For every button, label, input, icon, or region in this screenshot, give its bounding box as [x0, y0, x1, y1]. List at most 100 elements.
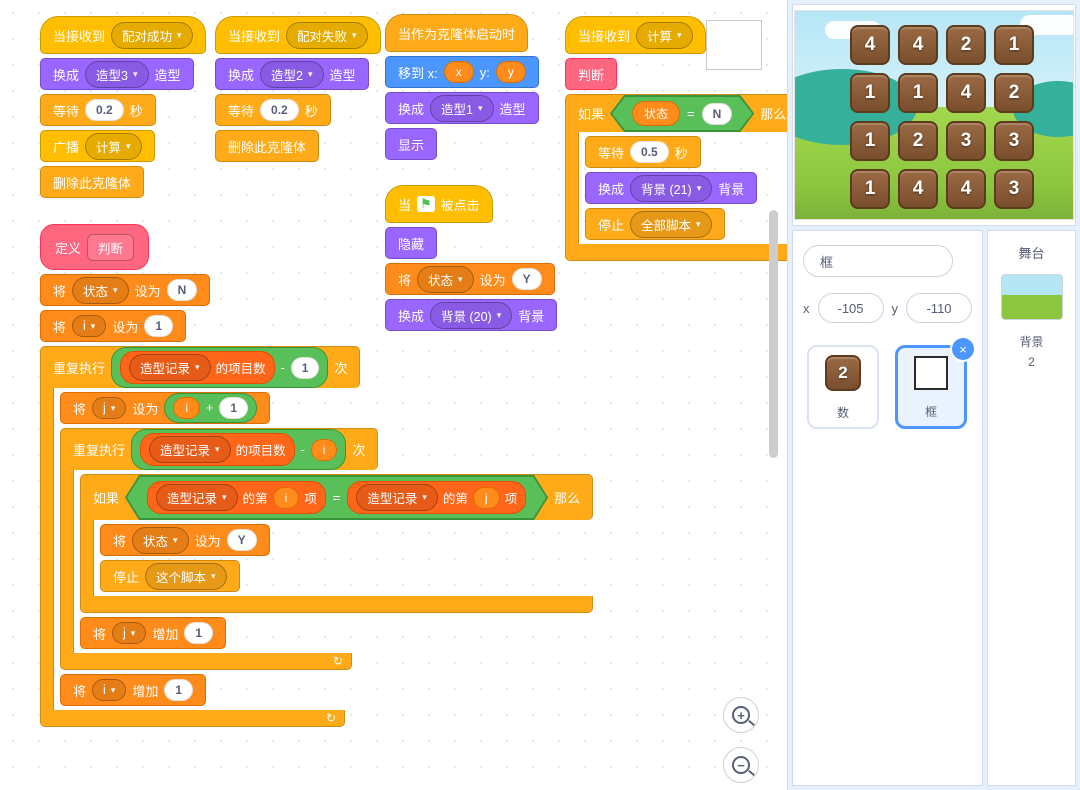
set-variable-block[interactable]: 将 i ▾ 设为 1 — [40, 310, 187, 342]
variable-dropdown[interactable]: 状态 ▾ — [72, 276, 129, 304]
code-workspace[interactable]: 当接收到 配对成功 ▾ 换成 造型3 ▾ 造型 等待 0.2 秒 广播 计算 ▾ 删除… — [0, 0, 788, 790]
number-input[interactable]: 0.2 — [260, 99, 299, 121]
number-input[interactable]: 1 — [219, 397, 249, 419]
list-item-reporter[interactable]: 造型记录 ▾ 的第 i 项 — [147, 481, 326, 514]
list-dropdown[interactable]: 造型记录 ▾ — [356, 484, 438, 511]
script-pair-fail[interactable]: 当接收到 配对失败 ▾ 换成 造型2 ▾ 造型 等待 0.2 秒 删除此克隆体 — [215, 16, 381, 162]
list-dropdown[interactable]: 造型记录 ▾ — [149, 436, 231, 463]
value-input[interactable]: Y — [226, 529, 257, 551]
if-header[interactable]: 如果 状态 = N 那么 — [565, 94, 787, 132]
workspace-scrollbar[interactable] — [769, 210, 778, 458]
variable-reporter[interactable]: j — [473, 487, 500, 509]
goto-xy-block[interactable]: 移到 x: x y: y — [385, 56, 539, 88]
message-dropdown[interactable]: 计算 ▾ — [636, 21, 693, 49]
list-dropdown[interactable]: 造型记录 ▾ — [129, 354, 211, 381]
number-input[interactable]: 1 — [164, 679, 194, 701]
wait-block[interactable]: 等待 0.2 秒 — [40, 94, 156, 126]
wait-block[interactable]: 等待 0.2 秒 — [215, 94, 331, 126]
number-input[interactable]: 0.5 — [630, 141, 669, 163]
stop-block[interactable]: 停止 全部脚本 ▾ — [585, 208, 725, 240]
subtract-operator[interactable]: 造型记录 ▾ 的项目数 - 1 — [111, 347, 329, 388]
wait-block[interactable]: 等待 0.5 秒 — [585, 136, 701, 168]
script-define-judge[interactable]: 定义 判断 将 状态 ▾ 设为 N 将 i ▾ 设为 1 重复执行 — [40, 224, 594, 727]
repeat-header[interactable]: 重复执行 造型记录 ▾ 的项目数 - 1 次 — [40, 346, 361, 388]
variable-dropdown[interactable]: j ▾ — [112, 622, 147, 644]
repeat-block-outer[interactable]: 重复执行 造型记录 ▾ 的项目数 - 1 次 将 — [40, 346, 594, 727]
backdrop-dropdown[interactable]: 背景 (20) ▾ — [430, 301, 513, 329]
script-calculate[interactable]: 当接收到 计算 ▾ 判断 如果 状态 = N 那么 — [565, 16, 787, 261]
when-receive-block[interactable]: 当接收到 配对成功 ▾ — [40, 16, 206, 54]
variable-dropdown[interactable]: j ▾ — [92, 397, 127, 419]
when-receive-block[interactable]: 当接收到 计算 ▾ — [565, 16, 706, 54]
broadcast-block[interactable]: 广播 计算 ▾ — [40, 130, 155, 162]
value-input[interactable]: N — [166, 279, 198, 301]
zoom-in-button[interactable]: + — [723, 697, 759, 733]
stop-dropdown[interactable]: 这个脚本 ▾ — [145, 562, 227, 590]
delete-clone-block[interactable]: 删除此克隆体 — [40, 166, 145, 198]
variable-reporter[interactable]: i — [273, 487, 300, 509]
if-block[interactable]: 如果 造型记录 ▾ 的第 i 项 — [80, 474, 594, 613]
value-input[interactable]: 1 — [144, 315, 174, 337]
variable-reporter[interactable]: i — [310, 438, 338, 461]
value-input[interactable]: Y — [511, 268, 542, 290]
backdrop-thumbnail[interactable] — [1000, 274, 1063, 320]
costume-dropdown[interactable]: 造型3 ▾ — [85, 60, 149, 88]
custom-block-call[interactable]: 判断 — [565, 58, 618, 90]
set-variable-block[interactable]: 将 状态 ▾ 设为 N — [40, 274, 211, 306]
switch-costume-block[interactable]: 换成 造型1 ▾ 造型 — [385, 92, 539, 124]
delete-sprite-button[interactable]: × — [952, 338, 974, 360]
sprite-y-input[interactable] — [906, 293, 972, 323]
delete-clone-block[interactable]: 删除此克隆体 — [215, 130, 320, 162]
value-input[interactable]: N — [702, 103, 733, 125]
variable-y-reporter[interactable]: y — [495, 61, 526, 83]
backdrop-dropdown[interactable]: 背景 (21) ▾ — [630, 174, 713, 202]
switch-costume-block[interactable]: 换成 造型3 ▾ 造型 — [40, 58, 194, 90]
costume-dropdown[interactable]: 造型1 ▾ — [430, 94, 494, 122]
script-pair-success[interactable]: 当接收到 配对成功 ▾ 换成 造型3 ▾ 造型 等待 0.2 秒 广播 计算 ▾ 删除… — [40, 16, 206, 198]
equals-condition[interactable]: 状态 = N — [610, 95, 754, 132]
message-dropdown[interactable]: 配对失败 ▾ — [286, 21, 368, 49]
message-dropdown[interactable]: 配对成功 ▾ — [111, 21, 193, 49]
change-variable-block[interactable]: 将 i ▾ 增加 1 — [60, 674, 207, 706]
when-receive-block[interactable]: 当接收到 配对失败 ▾ — [215, 16, 381, 54]
script-flag-clicked[interactable]: 当 ⚑ 被点击 隐藏 将 状态 ▾ 设为 Y 换成 背景 (20) ▾ 背景 — [385, 185, 558, 331]
when-clone-start-block[interactable]: 当作为克隆体启动时 — [385, 14, 529, 52]
switch-costume-block[interactable]: 换成 造型2 ▾ 造型 — [215, 58, 369, 90]
add-operator[interactable]: i + 1 — [164, 393, 258, 423]
sprite-card-number[interactable]: 2 数 — [807, 345, 879, 429]
stop-dropdown[interactable]: 全部脚本 ▾ — [630, 210, 712, 238]
variable-dropdown[interactable]: 状态 ▾ — [132, 526, 189, 554]
set-variable-block[interactable]: 将 j ▾ 设为 i + 1 — [60, 392, 271, 424]
stop-block[interactable]: 停止 这个脚本 ▾ — [100, 560, 240, 592]
number-input[interactable]: 1 — [184, 622, 214, 644]
repeat-block-inner[interactable]: 重复执行 造型记录 ▾ 的项目数 - i 次 — [60, 428, 594, 670]
variable-x-reporter[interactable]: x — [443, 61, 474, 83]
set-variable-block[interactable]: 将 状态 ▾ 设为 Y — [385, 263, 555, 295]
repeat-header[interactable]: 重复执行 造型记录 ▾ 的项目数 - i 次 — [60, 428, 379, 470]
subtract-operator[interactable]: 造型记录 ▾ 的项目数 - i — [131, 429, 347, 470]
set-variable-block[interactable]: 将 状态 ▾ 设为 Y — [100, 524, 270, 556]
list-dropdown[interactable]: 造型记录 ▾ — [156, 484, 238, 511]
sprite-name-input[interactable] — [803, 245, 953, 277]
variable-dropdown[interactable]: 状态 ▾ — [417, 265, 474, 293]
if-block[interactable]: 如果 状态 = N 那么 等待 0.5 秒 — [565, 94, 787, 261]
switch-backdrop-block[interactable]: 换成 背景 (20) ▾ 背景 — [385, 299, 558, 331]
number-input[interactable]: 0.2 — [85, 99, 124, 121]
sprite-x-input[interactable] — [817, 293, 884, 323]
if-header[interactable]: 如果 造型记录 ▾ 的第 i 项 — [80, 474, 594, 520]
script-clone-start[interactable]: 当作为克隆体启动时 移到 x: x y: y 换成 造型1 ▾ 造型 显示 — [385, 14, 539, 160]
when-flag-clicked-block[interactable]: 当 ⚑ 被点击 — [385, 185, 493, 223]
stage-selector[interactable]: 舞台 背景 2 — [987, 230, 1076, 786]
equals-condition[interactable]: 造型记录 ▾ 的第 i 项 = 造型记录 ▾ — [125, 475, 548, 520]
show-block[interactable]: 显示 — [385, 128, 438, 160]
list-item-reporter[interactable]: 造型记录 ▾ 的第 j 项 — [347, 481, 526, 514]
sprite-card-frame[interactable]: × 框 — [895, 338, 974, 429]
number-input[interactable]: 1 — [290, 356, 320, 379]
variable-reporter[interactable]: 状态 — [632, 101, 680, 126]
zoom-out-button[interactable]: − — [723, 747, 759, 783]
message-dropdown[interactable]: 计算 ▾ — [85, 132, 142, 160]
define-hat-block[interactable]: 定义 判断 — [40, 224, 150, 270]
hide-block[interactable]: 隐藏 — [385, 227, 438, 259]
change-variable-block[interactable]: 将 j ▾ 增加 1 — [80, 617, 227, 649]
list-length-reporter[interactable]: 造型记录 ▾ 的项目数 — [140, 433, 295, 466]
